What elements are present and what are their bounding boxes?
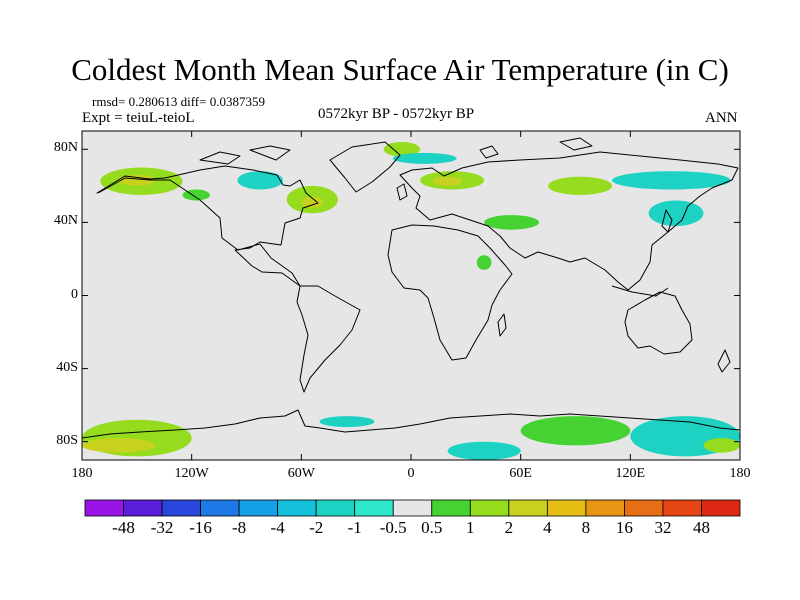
x-tick-label: 0 — [407, 466, 415, 481]
colorbar-label: -4 — [270, 518, 285, 537]
colorbar-label: 2 — [504, 518, 514, 537]
coastline-africa — [387, 224, 513, 361]
y-tick-label: 40N — [53, 213, 78, 229]
colorbar-swatch — [701, 499, 741, 517]
colorbar-swatch — [546, 499, 587, 517]
anomaly-region — [383, 141, 421, 157]
coastline-north-america — [96, 165, 319, 287]
colorbar-label: 48 — [692, 518, 710, 537]
coastline-arctic-islands — [199, 137, 593, 165]
colorbar-swatch — [161, 499, 201, 517]
coastlines — [82, 137, 740, 439]
anomaly-region — [82, 438, 156, 453]
colorbar-label: -48 — [112, 518, 135, 537]
coastline-madagascar — [497, 313, 507, 337]
colorbar-label: -2 — [309, 518, 324, 537]
anomaly-region — [432, 176, 463, 186]
colorbar-label: -0.5 — [379, 518, 407, 537]
coastline-australia — [624, 291, 693, 355]
x-tick-label: 60E — [509, 466, 532, 481]
x-tick-label: 120W — [174, 466, 209, 481]
anomaly-region — [648, 200, 704, 227]
colorbar-swatch — [469, 499, 510, 517]
colorbar-label: -32 — [150, 518, 174, 537]
colorbar-swatch — [662, 499, 702, 517]
y-tick-label: 40S — [56, 359, 78, 375]
anomaly-region — [319, 416, 375, 428]
season-label: ANN — [705, 110, 738, 126]
y-tick-label: 0 — [71, 286, 78, 302]
colorbar-label: -16 — [189, 518, 212, 537]
anomaly-region — [237, 171, 284, 190]
colorbar-swatch — [585, 499, 625, 517]
colorbar-label: 8 — [581, 518, 591, 537]
colorbar-label: -8 — [232, 518, 247, 537]
coastline-eurasia — [399, 151, 739, 291]
anomaly-region — [476, 255, 492, 270]
anomaly-region — [548, 176, 613, 195]
colorbar-label: 16 — [615, 518, 633, 537]
colorbar-swatch — [354, 499, 394, 517]
colorbar-swatch — [315, 499, 356, 517]
colorbar-label: 0.5 — [421, 518, 443, 537]
anomaly-region — [612, 171, 731, 190]
coastline-indonesia — [611, 285, 669, 297]
anomaly-region — [484, 215, 539, 230]
anomaly-region — [301, 196, 324, 208]
coastline-british-isles — [396, 183, 408, 201]
coastline-new-zealand — [717, 349, 731, 373]
colorbar-label: 4 — [543, 518, 552, 537]
anomaly-region — [520, 416, 631, 446]
colorbar-swatch — [123, 499, 163, 517]
colorbar-swatch — [238, 499, 279, 517]
colorbar-swatch — [508, 499, 548, 517]
colorbar-label: -1 — [347, 518, 362, 537]
x-tick-label: 180 — [729, 466, 751, 481]
y-tick-label: 80N — [53, 140, 78, 156]
colorbar-swatch — [431, 499, 471, 517]
rmsd-diff-stats: rmsd= 0.280613 diff= 0.0387359 — [92, 94, 265, 109]
colorbar-swatch — [277, 499, 317, 517]
colorbar-swatch — [392, 499, 433, 517]
colorbar-swatch — [624, 499, 664, 517]
anomaly-region — [182, 189, 210, 201]
colorbar-label: 1 — [466, 518, 475, 537]
chart-title: Coldest Month Mean Surface Air Temperatu… — [71, 52, 729, 87]
anomaly-region — [118, 174, 156, 186]
period-label: 0572kyr BP - 0572kyr BP — [318, 106, 475, 122]
coastline-greenland — [329, 141, 401, 193]
colorbar-swatch — [84, 499, 124, 517]
axis-ticks — [81, 131, 741, 460]
anomaly-region — [447, 441, 521, 460]
colorbar-swatch — [200, 499, 240, 517]
colorbar-label: 32 — [654, 518, 672, 537]
coastline-japan — [661, 209, 673, 233]
anomaly-region — [392, 152, 457, 164]
experiment-label: Expt = teiuL-teioL — [82, 110, 195, 126]
coastline-south-america — [296, 285, 361, 393]
x-tick-label: 180 — [71, 466, 93, 481]
colorbar — [84, 499, 741, 517]
x-tick-label: 120E — [615, 466, 646, 481]
y-tick-label: 80S — [56, 432, 78, 448]
coastline-antarctica — [82, 409, 740, 439]
anomaly-region — [703, 438, 740, 453]
x-tick-label: 60W — [287, 466, 315, 481]
